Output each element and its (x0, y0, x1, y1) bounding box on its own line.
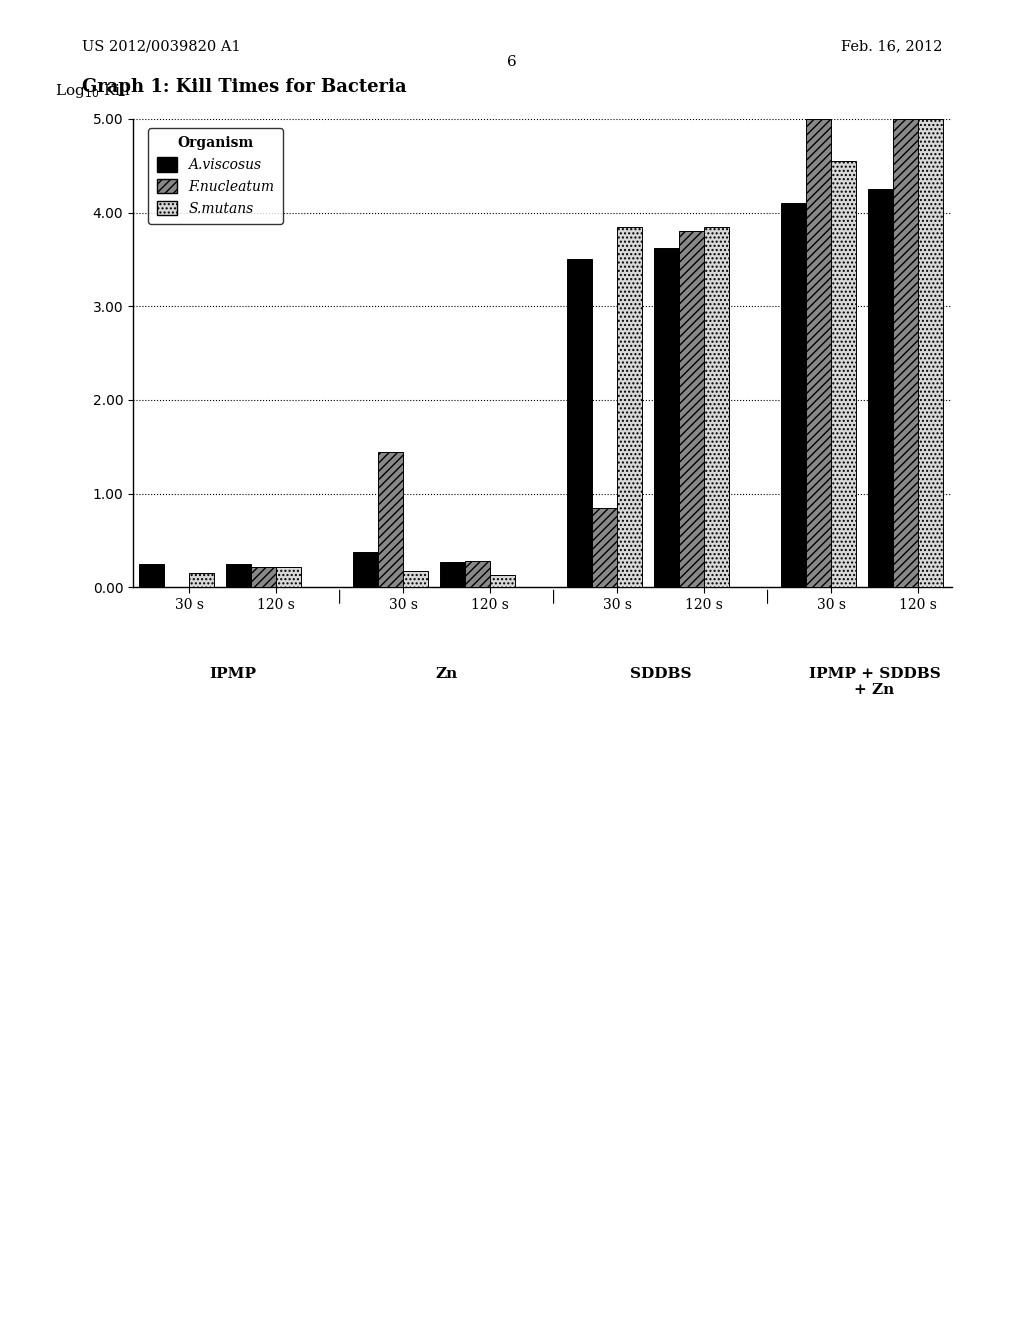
Bar (780, 203, 806, 587)
Bar (139, 564, 164, 587)
Text: Feb. 16, 2012: Feb. 16, 2012 (841, 40, 942, 53)
Legend: A.viscosus, F.nucleatum, S.mutans: A.viscosus, F.nucleatum, S.mutans (148, 128, 283, 224)
Text: IPMP + SDDBS
+ Zn: IPMP + SDDBS + Zn (809, 667, 940, 697)
Bar (831, 161, 856, 587)
Bar (705, 227, 729, 587)
Bar (653, 248, 679, 587)
Bar (378, 451, 403, 587)
Text: US 2012/0039820 A1: US 2012/0039820 A1 (82, 40, 241, 53)
Bar (617, 227, 642, 587)
Bar (439, 562, 465, 587)
Bar (465, 561, 490, 587)
Text: IPMP: IPMP (209, 667, 256, 681)
Bar (679, 231, 705, 587)
Bar (806, 119, 831, 587)
Text: SDDBS: SDDBS (630, 667, 691, 681)
Bar (403, 570, 428, 587)
Bar (592, 508, 617, 587)
Bar (918, 119, 943, 587)
Bar (867, 189, 893, 587)
Bar (189, 573, 214, 587)
Bar (276, 566, 301, 587)
Text: Log$_{10}$ Kill: Log$_{10}$ Kill (55, 82, 131, 100)
Bar (226, 564, 251, 587)
Text: Graph 1: Kill Times for Bacteria: Graph 1: Kill Times for Bacteria (82, 78, 407, 96)
Bar (893, 119, 918, 587)
Bar (353, 552, 378, 587)
Text: 6: 6 (507, 55, 517, 69)
Bar (490, 576, 515, 587)
Bar (566, 259, 592, 587)
Bar (251, 566, 276, 587)
Text: Zn: Zn (435, 667, 458, 681)
